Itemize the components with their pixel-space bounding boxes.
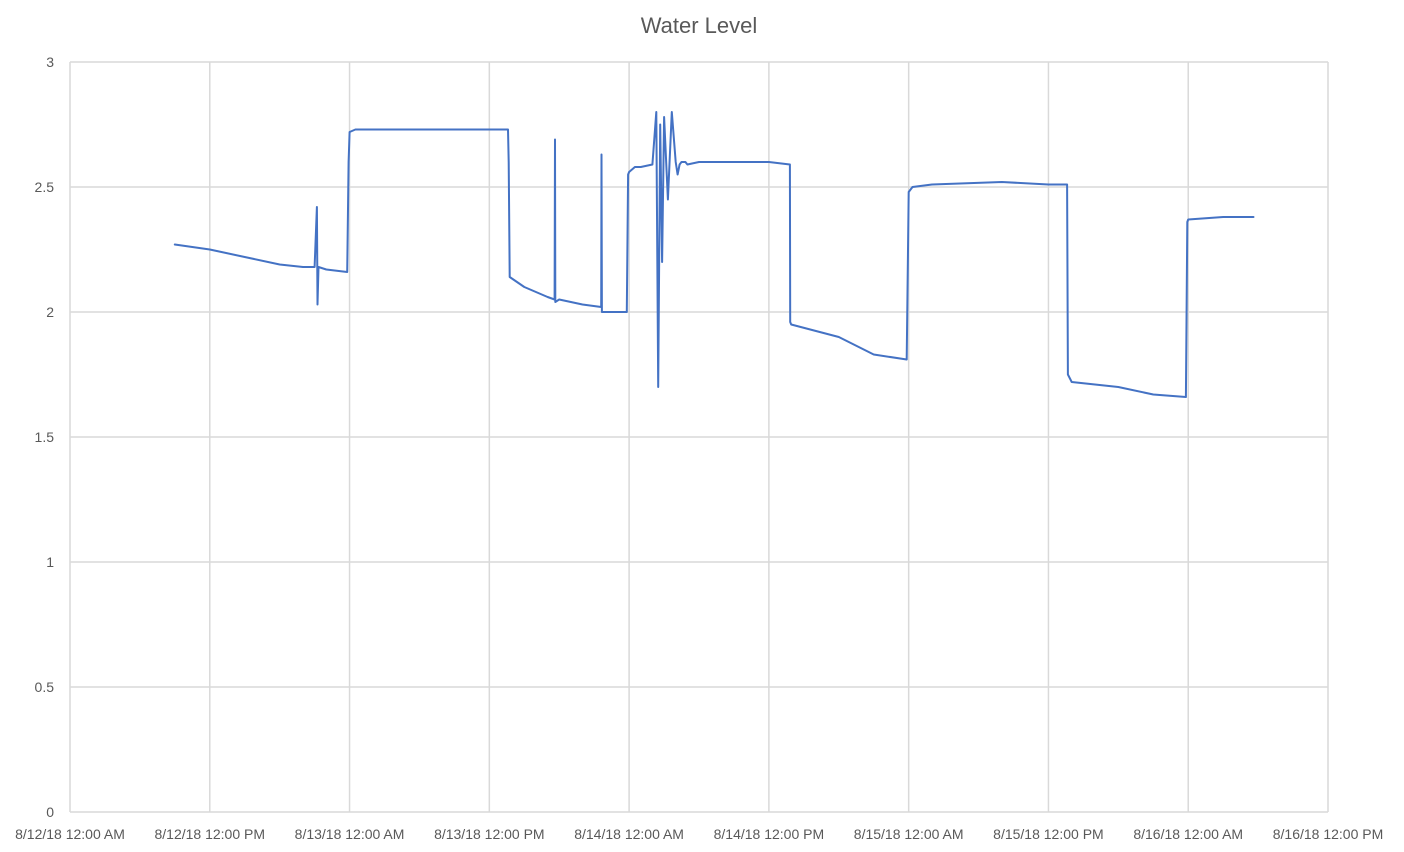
x-tick-label: 8/14/18 12:00 PM [714, 826, 825, 842]
grid [69, 61, 1329, 813]
x-tick-label: 8/16/18 12:00 AM [1133, 826, 1243, 842]
y-tick-label: 3 [46, 54, 54, 70]
y-tick-label: 2.5 [35, 179, 55, 195]
x-tick-label: 8/13/18 12:00 PM [434, 826, 545, 842]
x-tick-label: 8/12/18 12:00 AM [15, 826, 125, 842]
series-line-0 [173, 111, 1255, 398]
x-tick-label: 8/15/18 12:00 AM [854, 826, 964, 842]
y-tick-label: 0 [46, 804, 54, 820]
y-tick-label: 1.5 [35, 429, 55, 445]
y-tick-label: 0.5 [35, 679, 55, 695]
x-tick-label: 8/14/18 12:00 AM [574, 826, 684, 842]
y-tick-label: 1 [46, 554, 54, 570]
y-axis-tick-labels: 0 0.5 1 1.5 2 2.5 3 [35, 54, 55, 820]
x-axis-tick-labels: 8/12/18 12:00 AM 8/12/18 12:00 PM 8/13/18 … [15, 826, 1383, 842]
x-tick-label: 8/12/18 12:00 PM [155, 826, 266, 842]
y-tick-label: 2 [46, 304, 54, 320]
x-tick-label: 8/13/18 12:00 AM [295, 826, 405, 842]
chart-title: Water Level [641, 13, 758, 38]
x-tick-label: 8/15/18 12:00 PM [993, 826, 1104, 842]
x-tick-label: 8/16/18 12:00 PM [1273, 826, 1384, 842]
series-layer [173, 111, 1255, 398]
